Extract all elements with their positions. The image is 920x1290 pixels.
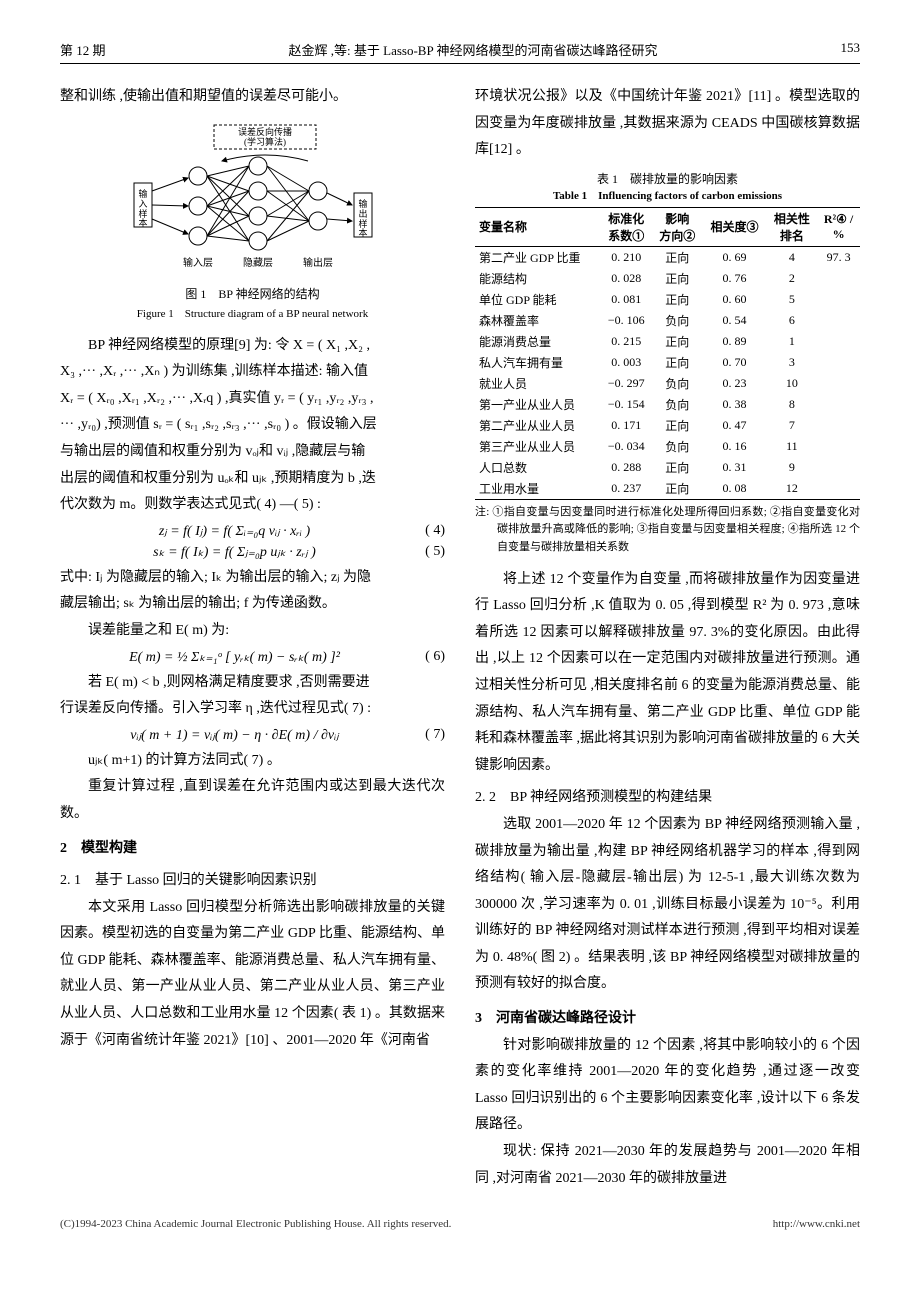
para: 选取 2001—2020 年 12 个因素为 BP 神经网络预测输入量 ,碳排放… <box>475 812 860 998</box>
figure-1: 误差反向传播 (学习算法) 输 入 样 本 输 出 样 本 <box>60 121 445 281</box>
para: 整和训练 ,使输出值和期望值的误差尽可能小。 <box>60 84 445 111</box>
para: 若 E( m) < b ,则网格满足精度要求 ,否则需要进 <box>60 670 445 697</box>
svg-text:(学习算法): (学习算法) <box>244 136 286 147</box>
para: ··· ,yᵣ₀) ,预测值 sᵣ = ( sᵣ₁ ,sᵣ₂ ,sᵣ₃ ,···… <box>60 412 445 439</box>
subsection-2-2: 2. 2 BP 神经网络预测模型的构建结果 <box>475 785 860 812</box>
equation-6: E( m) = ½ Σₖ₌₁ᵒ [ yᵣₖ( m) − sᵣₖ( m) ]²( … <box>60 649 445 666</box>
table-row: 单位 GDP 能耗0. 081正向0. 605 <box>475 289 860 310</box>
para: 针对影响碳排放量的 12 个因素 ,将其中影响较小的 6 个因素的变化率维持 2… <box>475 1033 860 1139</box>
table-header: 相关度③ <box>702 207 766 246</box>
equation-5: sₖ = f( Iₖ) = f( Σⱼ₌₀p uⱼₖ · zᵣⱼ )( 5) <box>60 544 445 561</box>
page-footer: (C)1994-2023 China Academic Journal Elec… <box>60 1218 860 1230</box>
para: uⱼₖ( m+1) 的计算方法同式( 7) 。 <box>60 748 445 775</box>
svg-text:隐藏层: 隐藏层 <box>243 257 273 269</box>
table-row: 第二产业从业人员0. 171正向0. 477 <box>475 415 860 436</box>
figure-caption-en: Figure 1 Structure diagram of a BP neura… <box>60 305 445 321</box>
table-row: 就业人员−0. 297负向0. 2310 <box>475 373 860 394</box>
para: 将上述 12 个变量作为自变量 ,而将碳排放量作为因变量进行 Lasso 回归分… <box>475 567 860 780</box>
para: 代次数为 m。则数学表达式见式( 4) —( 5) : <box>60 492 445 519</box>
para: 式中: Iⱼ 为隐藏层的输入; Iₖ 为输出层的输入; zⱼ 为隐 <box>60 565 445 592</box>
table-caption-en: Table 1 Influencing factors of carbon em… <box>475 187 860 203</box>
issue: 第 12 期 <box>60 40 106 59</box>
table-header: 变量名称 <box>475 207 601 246</box>
para: Xᵣ = ( Xᵣ₀ ,Xᵣ₁ ,Xᵣ₂ ,··· ,Xᵣq ) ,真实值 yᵣ… <box>60 386 445 413</box>
para: 现状: 保持 2021—2030 年的发展趋势与 2001—2020 年相同 ,… <box>475 1139 860 1192</box>
para: BP 神经网络模型的原理[9] 为: 令 X = ( X₁ ,X₂ , <box>60 333 445 360</box>
para: 重复计算过程 ,直到误差在允许范围内或达到最大迭代次数。 <box>60 774 445 827</box>
table-1: 变量名称标准化系数①影响方向②相关度③相关性排名R²④ /% 第二产业 GDP … <box>475 207 860 500</box>
table-row: 森林覆盖率−0. 106负向0. 546 <box>475 310 860 331</box>
table-row: 私人汽车拥有量0. 003正向0. 703 <box>475 352 860 373</box>
table-row: 第二产业 GDP 比重0. 210正向0. 69497. 3 <box>475 246 860 268</box>
table-row: 第三产业从业人员−0. 034负向0. 1611 <box>475 436 860 457</box>
para: 误差能量之和 E( m) 为: <box>60 618 445 645</box>
para: 环境状况公报》以及《中国统计年鉴 2021》[11] 。模型选取的因变量为年度碳… <box>475 84 860 164</box>
table-row: 人口总数0. 288正向0. 319 <box>475 457 860 478</box>
table-header: 相关性排名 <box>767 207 817 246</box>
footer-right: http://www.cnki.net <box>773 1218 860 1230</box>
para: 出层的阈值和权重分别为 uₒₖ和 uⱼₖ ,预期精度为 b ,迭 <box>60 466 445 493</box>
running-title: 赵金辉 ,等: 基于 Lasso-BP 神经网络模型的河南省碳达峰路径研究 <box>289 40 658 59</box>
svg-text:输: 输 <box>138 188 147 199</box>
svg-text:本: 本 <box>358 227 367 238</box>
table-row: 工业用水量0. 237正向0. 0812 <box>475 478 860 500</box>
table-header: R²④ /% <box>817 207 860 246</box>
svg-text:出: 出 <box>358 208 367 219</box>
svg-text:输出层: 输出层 <box>303 256 333 269</box>
table-row: 能源消费总量0. 215正向0. 891 <box>475 331 860 352</box>
para: X₃ ,··· ,Xᵣ ,··· ,Xₙ ) 为训练集 ,训练样本描述: 输入值 <box>60 359 445 386</box>
svg-text:输: 输 <box>358 198 367 209</box>
para: 与输出层的阈值和权重分别为 vₒⱼ和 vᵢⱼ ,隐藏层与输 <box>60 439 445 466</box>
page-header: 第 12 期 赵金辉 ,等: 基于 Lasso-BP 神经网络模型的河南省碳达峰… <box>60 40 860 64</box>
table-header: 标准化系数① <box>601 207 652 246</box>
table-header: 影响方向② <box>652 207 702 246</box>
svg-text:本: 本 <box>138 217 147 228</box>
para: 行误差反向传播。引入学习率 η ,迭代过程见式( 7) : <box>60 696 445 723</box>
para: 藏层输出; sₖ 为输出层的输出; f 为传递函数。 <box>60 591 445 618</box>
table-caption-zh: 表 1 碳排放量的影响因素 <box>475 170 860 187</box>
table-row: 第一产业从业人员−0. 154负向0. 388 <box>475 394 860 415</box>
page-number: 153 <box>841 40 861 59</box>
svg-text:输入层: 输入层 <box>183 256 213 269</box>
svg-text:误差反向传播: 误差反向传播 <box>237 126 291 137</box>
equation-4: zⱼ = f( Iⱼ) = f( Σᵢ₌₀q vᵢⱼ · xᵣᵢ )( 4) <box>60 523 445 540</box>
para: 本文采用 Lasso 回归模型分析筛选出影响碳排放量的关键因素。模型初选的自变量… <box>60 895 445 1055</box>
figure-caption-zh: 图 1 BP 神经网络的结构 <box>60 285 445 302</box>
svg-text:入: 入 <box>138 199 147 209</box>
table-note: 注: ①指自变量与因变量同时进行标准化处理所得回归系数; ②指自变量变化对碳排放… <box>475 504 860 557</box>
table-row: 能源结构0. 028正向0. 762 <box>475 268 860 289</box>
subsection-2-1: 2. 1 基于 Lasso 回归的关键影响因素识别 <box>60 868 445 895</box>
section-3: 3 河南省碳达峰路径设计 <box>475 1006 860 1033</box>
section-2: 2 模型构建 <box>60 836 445 863</box>
nn-diagram: 误差反向传播 (学习算法) 输 入 样 本 输 出 样 本 <box>128 121 378 281</box>
footer-left: (C)1994-2023 China Academic Journal Elec… <box>60 1218 451 1230</box>
equation-7: vᵢⱼ( m + 1) = vᵢⱼ( m) − η · ∂E( m) / ∂vᵢ… <box>60 727 445 744</box>
